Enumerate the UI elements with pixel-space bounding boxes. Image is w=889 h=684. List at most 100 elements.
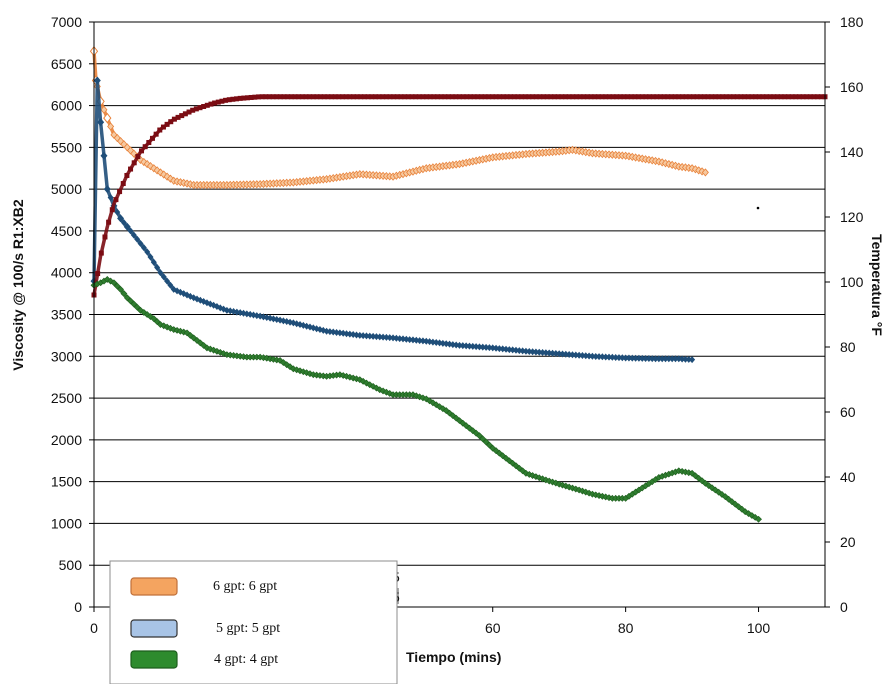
legend-label: 4 gpt: 4 gpt (214, 652, 278, 667)
data-point (117, 214, 125, 223)
data-point (771, 94, 777, 100)
data-point (241, 95, 247, 101)
data-point (358, 94, 364, 100)
y-tick-label: 4500 (51, 223, 82, 239)
data-point (584, 94, 590, 100)
data-point (107, 122, 115, 131)
data-point (573, 94, 579, 100)
data-point (130, 300, 138, 308)
data-point (435, 94, 441, 100)
data-point (592, 94, 598, 100)
data-point (482, 438, 490, 446)
data-point (628, 94, 634, 100)
data-point (402, 94, 408, 100)
data-point (516, 347, 523, 355)
data-point (154, 263, 161, 271)
data-point (409, 336, 416, 344)
data-point (694, 94, 700, 100)
y-tick-label: 5500 (51, 139, 82, 155)
data-point (500, 94, 506, 100)
data-point (599, 353, 606, 361)
data-point (394, 94, 400, 100)
data-point (659, 355, 666, 363)
data-point (509, 346, 516, 354)
data-point (336, 94, 342, 100)
data-point (489, 94, 495, 100)
data-point (303, 94, 309, 100)
data-point (380, 94, 386, 100)
data-point (438, 94, 444, 100)
data-point (596, 353, 603, 361)
data-point (391, 94, 397, 100)
data-point (483, 343, 490, 351)
data-point (602, 353, 609, 361)
data-point (137, 239, 144, 247)
data-point (625, 94, 631, 100)
data-point (789, 94, 795, 100)
data-point (639, 354, 646, 362)
data-point (120, 140, 128, 149)
data-point (365, 94, 371, 100)
y2-tick-label: 40 (840, 469, 856, 485)
data-point (383, 94, 389, 100)
data-point (299, 94, 305, 100)
data-point (537, 94, 543, 100)
data-point (416, 337, 423, 345)
data-point (263, 94, 269, 100)
y-tick-label: 6500 (51, 56, 82, 72)
y-tick-label: 3000 (51, 348, 82, 364)
data-point (755, 515, 762, 523)
data-point (782, 94, 788, 100)
data-point (449, 94, 455, 100)
data-point (106, 219, 112, 225)
data-point (546, 349, 553, 357)
data-point (665, 94, 671, 100)
data-point (485, 441, 493, 449)
data-point (687, 94, 693, 100)
data-point (727, 94, 733, 100)
data-point (504, 94, 510, 100)
data-point (642, 354, 649, 362)
data-point (579, 352, 586, 360)
data-point (237, 95, 243, 101)
data-point (215, 99, 221, 105)
data-point (413, 336, 420, 344)
data-point (147, 253, 154, 261)
data-point (508, 94, 514, 100)
data-point (603, 94, 609, 100)
data-point (419, 337, 426, 345)
data-point (689, 356, 696, 364)
data-point (321, 94, 327, 100)
data-point (645, 355, 652, 363)
data-point (555, 94, 561, 100)
data-point (171, 116, 177, 122)
data-point (701, 94, 707, 100)
data-point (427, 94, 433, 100)
data-point (150, 258, 157, 266)
data-point (270, 94, 276, 100)
data-point (329, 94, 335, 100)
data-point (818, 94, 824, 100)
data-point (506, 346, 513, 354)
data-point (572, 351, 579, 359)
data-point (562, 94, 568, 100)
data-point (647, 94, 653, 100)
y-tick-label: 2000 (51, 432, 82, 448)
series-line (92, 78, 693, 362)
data-point (103, 185, 111, 194)
x-tick-label: 60 (485, 620, 501, 636)
data-point (100, 151, 108, 160)
data-point (589, 352, 596, 360)
data-point (569, 351, 576, 359)
data-point (354, 94, 360, 100)
data-point (347, 94, 353, 100)
data-point (592, 352, 599, 360)
data-point (131, 160, 137, 166)
data-point (248, 94, 254, 100)
data-point (139, 148, 145, 154)
y2-tick-label: 140 (840, 144, 864, 160)
data-point (668, 94, 674, 100)
data-point (93, 76, 101, 85)
data-point (556, 350, 563, 358)
